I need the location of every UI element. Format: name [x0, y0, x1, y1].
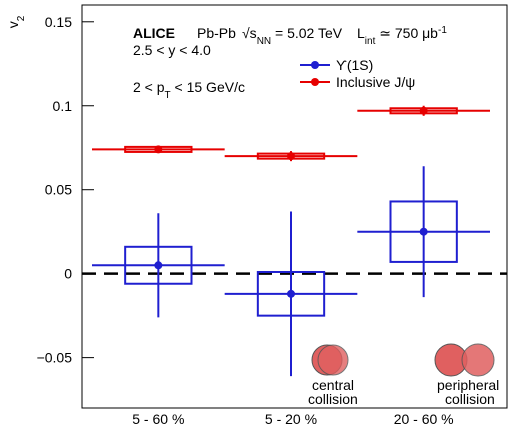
legend-label: Inclusive J/ψ: [336, 74, 415, 90]
text-segment: NN: [257, 36, 271, 47]
text-segment: collision: [445, 391, 495, 407]
text-segment: √s: [242, 25, 257, 41]
text-segment: central: [312, 377, 354, 393]
marker: [287, 289, 295, 298]
text-segment: = 5.02 TeV: [271, 25, 343, 41]
x-tick-label: 5 - 60 %: [132, 411, 184, 427]
annotation: Pb-Pb: [197, 25, 236, 41]
text-segment: < 15 GeV/c: [171, 79, 245, 95]
text-segment: 2 < p: [133, 79, 165, 95]
text-segment: -1: [438, 25, 447, 36]
central-collision-icon: [311, 344, 349, 376]
annotation: ALICE: [133, 25, 175, 41]
peripheral-collision-icon: [434, 343, 495, 377]
text-segment: v: [5, 21, 21, 28]
annotation: Lint ≃ 750 μb-1: [357, 25, 447, 47]
y-tick-label: 0.1: [53, 98, 73, 114]
y-axis-label: v2: [5, 15, 27, 28]
marker: [287, 152, 295, 161]
annotation: collision: [445, 391, 495, 407]
marker: [154, 145, 163, 154]
marker: [154, 261, 163, 270]
y-tick-label: −0.05: [37, 350, 73, 366]
annotation: 2.5 < y < 4.0: [133, 42, 211, 58]
y-tick-label: 0.15: [45, 14, 72, 30]
x-tick-label: 5 - 20 %: [265, 411, 317, 427]
text-segment: peripheral: [437, 377, 499, 393]
legend-marker: [311, 61, 319, 69]
annotation: central: [312, 377, 354, 393]
annotation: 2 < pT < 15 GeV/c: [133, 79, 245, 101]
legend-label: ϒ(1S): [336, 57, 373, 73]
text-segment: ALICE: [133, 25, 175, 41]
y-tick-label: 0.05: [45, 182, 72, 198]
text-segment: 2.5 < y < 4.0: [133, 42, 211, 58]
text-segment: T: [165, 90, 171, 101]
marker: [419, 106, 428, 115]
annotation: collision: [308, 391, 358, 407]
text-segment: int: [365, 36, 376, 47]
x-tick-label: 20 - 60 %: [394, 411, 454, 427]
text-segment: L: [357, 25, 365, 41]
y-tick-label: 0: [64, 266, 72, 282]
text-segment: collision: [308, 391, 358, 407]
text-segment: ≃ 750 μb: [375, 25, 438, 41]
text-segment: Pb-Pb: [197, 25, 236, 41]
marker: [419, 227, 428, 236]
text-segment: 2: [16, 15, 27, 21]
legend-marker: [311, 78, 319, 86]
plot-frame: [81, 4, 508, 409]
annotation: √sNN = 5.02 TeV: [242, 25, 343, 47]
annotation: peripheral: [437, 377, 499, 393]
